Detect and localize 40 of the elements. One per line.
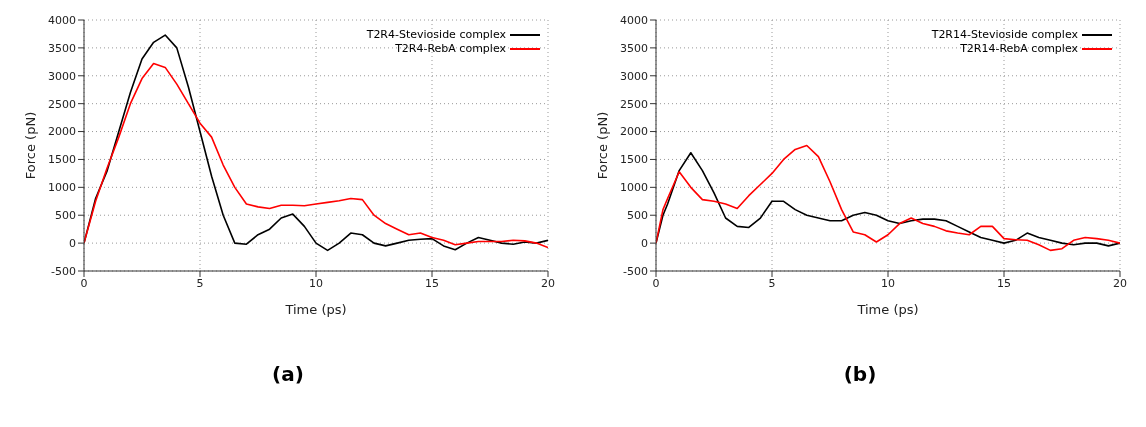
y-tick-label: 0 (641, 237, 648, 251)
x-axis-title: Time (ps) (856, 302, 919, 317)
y-axis-title: Force (pN) (22, 111, 38, 180)
x-tick-label: 0 (80, 276, 88, 290)
text: (a) (271, 362, 305, 386)
x-tick-label: 15 (425, 276, 439, 290)
y-tick-label: 4000 (620, 13, 648, 27)
y-tick-label: 3500 (48, 41, 76, 55)
y-tick-label: 2000 (620, 125, 648, 139)
y-tick-label: 2500 (48, 97, 76, 111)
legend-label: T2R4-RebA complex (395, 42, 506, 56)
x-tick-label: 15 (997, 276, 1011, 290)
y-tick-label: -500 (51, 264, 76, 278)
y-tick-label: 3500 (620, 41, 648, 55)
x-tick-label: 10 (309, 276, 323, 290)
x-tick-label: 10 (881, 276, 895, 290)
y-tick-label: 500 (627, 209, 648, 223)
y-tick-label: 0 (69, 237, 76, 251)
legend-label: T2R4-Stevioside complex (366, 28, 506, 42)
x-tick-label: 5 (768, 276, 776, 290)
x-tick-label: 20 (541, 276, 555, 290)
x-tick-label: 20 (1113, 276, 1127, 290)
y-tick-label: -500 (623, 264, 648, 278)
y-tick-label: 1000 (48, 181, 76, 195)
x-tick-label: 0 (652, 276, 660, 290)
y-tick-label: 1000 (620, 181, 648, 195)
y-tick-label: 4000 (48, 13, 76, 27)
x-axis-title: Time (ps) (284, 302, 347, 317)
y-tick-label: 3000 (620, 69, 648, 83)
legend-label: T2R14-RebA complex (960, 42, 1078, 56)
y-tick-label: 500 (55, 209, 76, 223)
y-tick-label: 2500 (620, 97, 648, 111)
y-tick-label: 1500 (620, 153, 648, 167)
y-axis-title: Force (pN) (594, 111, 610, 180)
y-tick-label: 3000 (48, 69, 76, 83)
text: (b) (842, 362, 878, 386)
y-tick-label: 1500 (48, 153, 76, 167)
legend-label: T2R14-Stevioside complex (931, 28, 1078, 42)
y-tick-label: 2000 (48, 125, 76, 139)
x-tick-label: 5 (196, 276, 204, 290)
